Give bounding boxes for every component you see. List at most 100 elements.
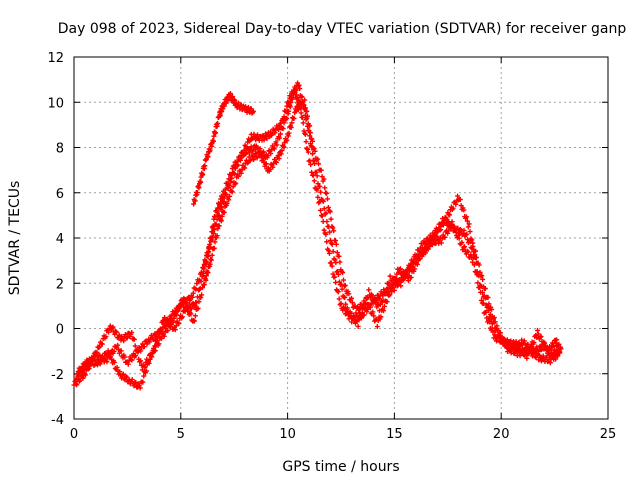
data-point [158, 326, 164, 332]
data-point [314, 187, 320, 193]
data-point [251, 144, 257, 150]
data-point [140, 379, 146, 385]
data-point [285, 133, 291, 139]
data-point [497, 330, 503, 336]
data-point [228, 188, 234, 194]
data-point [367, 304, 373, 310]
data-point [254, 145, 260, 151]
data-point [378, 314, 384, 320]
data-point [114, 364, 120, 370]
data-point [324, 219, 330, 225]
data-point [200, 171, 206, 177]
data-point [489, 325, 495, 331]
data-point [466, 221, 472, 227]
data-point [366, 287, 372, 293]
data-point [401, 270, 407, 276]
data-point [492, 319, 498, 325]
data-point [351, 313, 357, 319]
data-point [203, 277, 209, 283]
data-point [326, 248, 332, 254]
data-point [325, 205, 331, 211]
data-point [364, 296, 370, 302]
data-series [73, 97, 560, 391]
data-point [478, 289, 484, 295]
data-point [288, 125, 294, 131]
data-point [372, 296, 378, 302]
data-point [97, 361, 103, 367]
data-point [293, 87, 299, 93]
chart-title: Day 098 of 2023, Sidereal Day-to-day VTE… [58, 21, 627, 37]
data-point [343, 301, 349, 307]
data-point [116, 332, 122, 338]
data-point [558, 346, 564, 352]
data-point [302, 106, 308, 112]
data-point [176, 321, 182, 327]
data-point [265, 153, 271, 159]
data-point [284, 137, 290, 143]
data-point [189, 294, 195, 300]
data-point [332, 257, 338, 263]
data-point [198, 278, 204, 284]
data-point [232, 181, 238, 187]
data-point [137, 385, 143, 391]
data-point [226, 197, 232, 203]
data-point [381, 308, 387, 314]
data-point [141, 344, 147, 350]
data-point [201, 266, 207, 272]
data-point [192, 198, 198, 204]
data-point [429, 242, 435, 248]
data-point [223, 191, 229, 197]
data-point [464, 231, 470, 237]
data-point [258, 153, 264, 159]
data-point [210, 138, 216, 144]
data-point [545, 351, 551, 357]
data-point [525, 351, 531, 357]
data-point [358, 315, 364, 321]
data-point [324, 239, 330, 245]
data-point [277, 131, 283, 137]
data-point [77, 377, 83, 383]
data-point [208, 256, 214, 262]
data-point [192, 303, 198, 309]
x-tick-label: 25 [600, 427, 617, 442]
data-point [105, 348, 111, 354]
data-point [171, 315, 177, 321]
data-point [250, 148, 256, 154]
data-point [334, 288, 340, 294]
data-point [198, 179, 204, 185]
data-point [137, 359, 143, 365]
data-point [203, 259, 209, 265]
data-point [336, 296, 342, 302]
x-tick-labels: 0 5 10 15 20 25 [70, 427, 616, 442]
data-point [554, 337, 560, 343]
data-point [250, 108, 256, 114]
data-point [465, 224, 471, 230]
data-point [188, 311, 194, 317]
data-point [221, 209, 227, 215]
data-point [404, 271, 410, 277]
data-point [218, 204, 224, 210]
data-point [254, 155, 260, 161]
y-tick-label: 6 [56, 187, 64, 202]
data-point [482, 286, 488, 292]
data-point [384, 286, 390, 292]
data-point [207, 147, 213, 153]
data-point [334, 250, 340, 256]
data-point [374, 324, 380, 330]
data-point [79, 366, 85, 372]
data-point [468, 252, 474, 258]
data-point [373, 299, 379, 305]
data-point [321, 206, 327, 212]
data-point [175, 320, 181, 326]
data-point [550, 355, 556, 361]
data-point [438, 240, 444, 246]
data-point [194, 190, 200, 196]
data-point [492, 332, 498, 338]
data-point [449, 219, 455, 225]
data-point [190, 290, 196, 296]
data-point [486, 319, 492, 325]
data-point [551, 343, 557, 349]
data-point [467, 239, 473, 245]
data-point [138, 358, 144, 364]
data-point [129, 357, 135, 363]
